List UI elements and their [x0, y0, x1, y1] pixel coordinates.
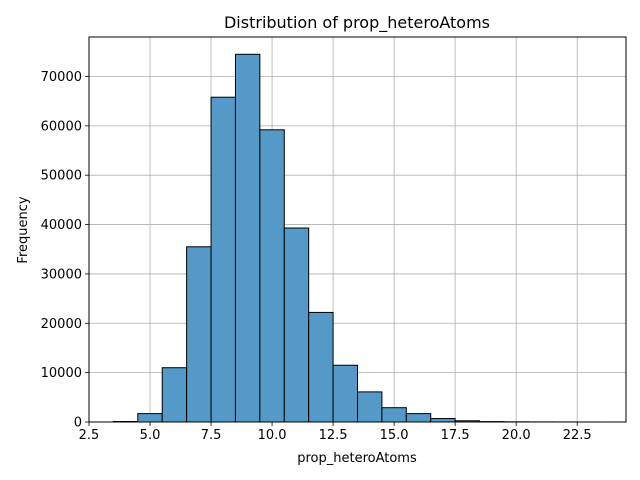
y-tick-label: 0	[74, 416, 82, 431]
histogram-bar	[186, 246, 212, 423]
x-tick-label: 17.5	[441, 428, 470, 443]
histogram-bar	[283, 227, 310, 423]
y-tick-label: 50000	[41, 169, 82, 184]
axis-ticks: 2.5 5.0 7.5 10.0 12.5 15.0 17.5 20.0 22.5 0 10000 2…	[41, 70, 592, 443]
x-tick-label: 10.0	[258, 428, 287, 443]
x-tick-label: 22.5	[563, 428, 592, 443]
x-tick-label: 5.0	[140, 428, 161, 443]
x-tick-label: 12.5	[319, 428, 348, 443]
histogram-bar	[332, 364, 359, 423]
histogram-bar	[357, 391, 383, 423]
histogram-bar	[259, 129, 285, 423]
histogram-bar	[405, 413, 432, 423]
y-tick-label: 20000	[41, 317, 82, 332]
y-tick-label: 70000	[41, 70, 82, 85]
histogram-bar	[308, 311, 334, 423]
histogram-bar	[137, 413, 163, 423]
histogram-bar	[161, 367, 188, 423]
chart-title: Distribution of prop_heteroAtoms	[224, 13, 490, 33]
histogram-bar	[210, 96, 236, 423]
y-tick-label: 60000	[41, 119, 82, 134]
x-axis-label: prop_heteroAtoms	[297, 451, 417, 466]
x-tick-label: 20.0	[502, 428, 531, 443]
y-tick-label: 10000	[41, 366, 82, 381]
plot-frame	[88, 36, 627, 423]
y-tick-label: 30000	[41, 267, 82, 282]
histogram-bar	[381, 407, 407, 423]
x-tick-label: 7.5	[201, 428, 222, 443]
histogram-bar	[234, 53, 261, 423]
histogram-bars	[112, 53, 603, 423]
x-tick-label: 15.0	[380, 428, 409, 443]
y-axis-label: Frequency	[16, 196, 31, 263]
histogram-bar	[430, 418, 456, 423]
y-tick-label: 40000	[41, 218, 82, 233]
x-tick-label: 2.5	[79, 428, 100, 443]
